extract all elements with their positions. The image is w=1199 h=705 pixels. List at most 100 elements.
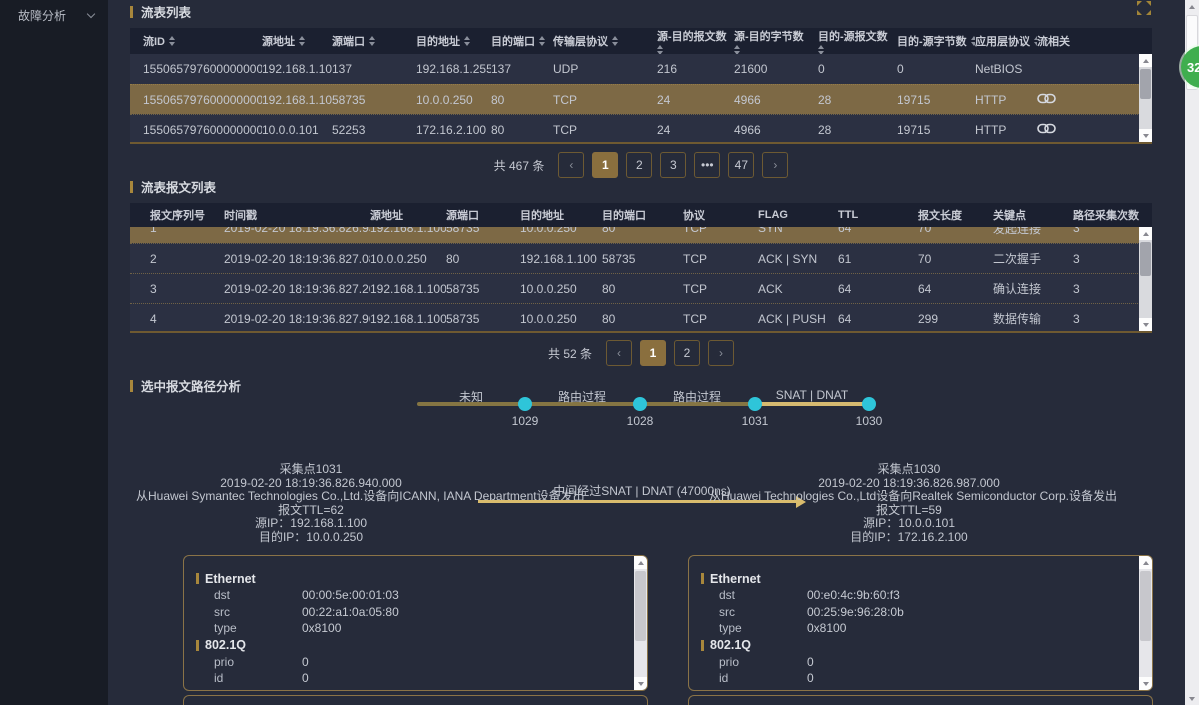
column-header-sd-packets[interactable]: 源-目的报文数: [657, 28, 734, 55]
sidebar-item-fault-analysis[interactable]: 故障分析: [0, 0, 108, 30]
protocol-section-title: Ethernet: [205, 571, 256, 586]
scrollbar-thumb[interactable]: [635, 571, 646, 641]
link-icon[interactable]: [1037, 93, 1056, 104]
sort-icon[interactable]: [612, 36, 618, 46]
column-header-app-proto[interactable]: 应用层协议: [975, 33, 1037, 49]
sort-icon[interactable]: [169, 36, 175, 46]
page-button[interactable]: 3: [660, 152, 687, 178]
scroll-down-icon[interactable]: [1185, 692, 1199, 705]
sort-icon[interactable]: [657, 44, 663, 55]
field-name: id: [719, 671, 729, 686]
field-value: 00:22:a1:0a:05:80: [302, 604, 399, 619]
prev-page-button[interactable]: ‹: [558, 152, 585, 178]
sort-icon[interactable]: [464, 36, 470, 46]
transfer-arrow-label: 中间经过SNAT | DNAT (47000ns): [553, 484, 731, 498]
field-value: 00:25:9e:96:28:0b: [807, 604, 904, 619]
sort-icon[interactable]: [734, 44, 740, 55]
scrollbar-thumb[interactable]: [1140, 571, 1151, 641]
panel-scrollbar[interactable]: [1139, 556, 1152, 690]
scroll-up-icon[interactable]: [1185, 0, 1199, 13]
next-page-button[interactable]: ›: [762, 152, 789, 178]
flow-table-title: 流表列表: [130, 2, 191, 21]
page-scrollbar[interactable]: [1185, 0, 1199, 705]
field-value: 0: [302, 671, 309, 686]
page-button[interactable]: 2: [626, 152, 653, 178]
column-header-src-addr: 源地址: [370, 210, 403, 222]
next-page-button[interactable]: ›: [708, 340, 735, 366]
column-header-transport-proto[interactable]: 传输层协议: [553, 33, 657, 49]
scroll-down-icon[interactable]: [1139, 677, 1152, 690]
table-row-selected[interactable]: 1 2019-02-20 18:19:36.826.931 192.168.1.10…: [130, 227, 1152, 243]
page-button[interactable]: 2: [674, 340, 701, 366]
path-analysis-title: 选中报文路径分析: [130, 376, 241, 395]
field-value: 0: [302, 654, 309, 669]
column-header-ds-packets[interactable]: 目的-源报文数: [818, 28, 897, 55]
field-value: 0: [807, 654, 814, 669]
total-count: 共 467 条: [493, 158, 545, 173]
scroll-down-icon[interactable]: [634, 677, 647, 690]
sort-icon[interactable]: [299, 36, 305, 46]
field-name: src: [719, 604, 735, 619]
column-header-flag: FLAG: [758, 209, 788, 221]
fullscreen-icon[interactable]: [1137, 1, 1151, 15]
field-name: type: [719, 621, 742, 636]
sort-icon[interactable]: [1034, 36, 1037, 46]
field-value: 00:e0:4c:9b:60:f3: [807, 588, 900, 603]
timeline-node[interactable]: [862, 397, 876, 411]
timeline-segment-label: SNAT | DNAT: [775, 388, 849, 402]
timeline-node-label: 1028: [626, 414, 654, 428]
link-icon[interactable]: [1037, 123, 1056, 134]
column-header-ds-bytes[interactable]: 目的-源字节数: [897, 33, 975, 49]
column-header-sd-bytes[interactable]: 源-目的字节数: [734, 28, 818, 55]
page-ellipsis-button[interactable]: •••: [694, 152, 721, 178]
page-button[interactable]: 1: [640, 340, 667, 366]
column-header-src-addr[interactable]: 源地址: [262, 33, 332, 49]
column-header-dst-port[interactable]: 目的端口: [491, 33, 553, 49]
packet-table-scrollbar[interactable]: [1139, 227, 1152, 331]
sort-icon[interactable]: [818, 44, 824, 55]
timeline-node[interactable]: [748, 397, 762, 411]
panel-scrollbar[interactable]: [634, 556, 647, 690]
field-name: id: [214, 671, 224, 686]
sort-icon[interactable]: [369, 36, 375, 46]
scroll-up-icon[interactable]: [634, 556, 647, 569]
timeline-node[interactable]: [633, 397, 647, 411]
flow-table-header: 流ID 源地址 源端口 目的地址 目的端口 传输层协议 源-目的报文数 源-目的…: [130, 28, 1152, 55]
notification-badge[interactable]: 32: [1181, 46, 1199, 88]
table-row-selected[interactable]: 1550657976000000002 192.168.1.100 58735 10.…: [130, 84, 1152, 114]
scrollbar-thumb[interactable]: [1140, 242, 1151, 276]
scroll-down-icon[interactable]: [1139, 129, 1152, 142]
title-accent-bar: [130, 180, 133, 193]
sort-icon[interactable]: [970, 36, 975, 46]
page-button[interactable]: 47: [728, 152, 755, 178]
column-header-dst-addr: 目的地址: [520, 210, 564, 222]
scrollbar-thumb[interactable]: [1140, 69, 1151, 99]
scroll-up-icon[interactable]: [1139, 227, 1152, 240]
scroll-up-icon[interactable]: [1139, 556, 1152, 569]
prev-page-button[interactable]: ‹: [606, 340, 633, 366]
scroll-up-icon[interactable]: [1139, 54, 1152, 67]
table-row[interactable]: 1550657976000000003 10.0.0.101 52253 172.16…: [130, 114, 1152, 142]
timeline-node[interactable]: [518, 397, 532, 411]
sidebar-item-label: 故障分析: [18, 8, 67, 23]
column-header-flow-related: 流相关: [1037, 36, 1070, 48]
column-header-src-port[interactable]: 源端口: [332, 33, 416, 49]
table-row[interactable]: 2 2019-02-20 18:19:36.827.082 10.0.0.250 80…: [130, 243, 1152, 273]
flow-table-body: 1550657976000000001 192.168.1.100 137 192.1…: [130, 54, 1152, 144]
field-value: 00:00:5e:00:01:03: [302, 588, 399, 603]
timeline-segment-label: 路由过程: [557, 390, 607, 404]
table-row[interactable]: 4 2019-02-20 18:19:36.827.967 192.168.1.10…: [130, 303, 1152, 331]
table-row[interactable]: 1550657976000000001 192.168.1.100 137 192.1…: [143, 62, 1023, 76]
column-header-flow-id[interactable]: 流ID: [143, 33, 262, 49]
protocol-panel-right: Ethernet dst 00:e0:4c:9b:60:f3 src 00:25:9…: [688, 555, 1153, 691]
page-button[interactable]: 1: [592, 152, 619, 178]
scroll-down-icon[interactable]: [1139, 318, 1152, 331]
column-header-length: 报文长度: [918, 210, 962, 222]
column-header-dst-addr[interactable]: 目的地址: [416, 33, 491, 49]
flow-table: 流ID 源地址 源端口 目的地址 目的端口 传输层协议 源-目的报文数 源-目的…: [130, 28, 1152, 144]
sidebar: 故障分析: [0, 0, 108, 705]
sort-icon[interactable]: [539, 36, 545, 46]
title-accent-bar: [130, 5, 133, 18]
flow-table-scrollbar[interactable]: [1139, 54, 1152, 142]
table-row[interactable]: 3 2019-02-20 18:19:36.827.206 192.168.1.10…: [130, 273, 1152, 303]
